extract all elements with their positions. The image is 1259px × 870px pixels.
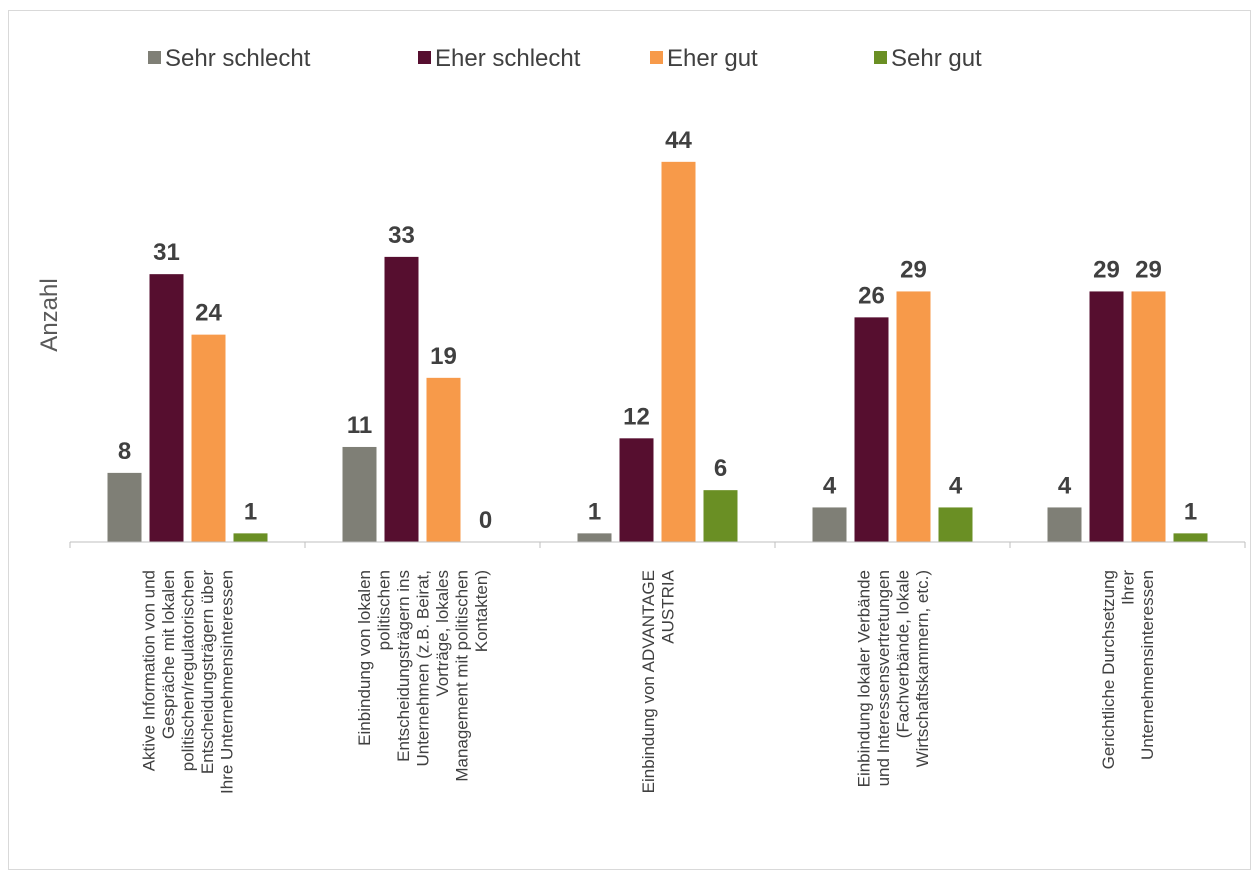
data-label: 44 <box>665 127 692 154</box>
bar <box>191 334 226 542</box>
legend-swatch <box>874 51 887 64</box>
data-label: 4 <box>949 472 963 499</box>
data-label: 4 <box>1058 472 1072 499</box>
y-axis-label: Anzahl <box>36 278 63 351</box>
data-label: 6 <box>714 455 727 482</box>
bar <box>703 490 738 542</box>
category-label-line: Gespräche mit lokalen <box>159 570 178 739</box>
category-label-line: AUSTRIA <box>658 569 677 643</box>
data-label: 11 <box>347 412 372 439</box>
data-label: 4 <box>823 472 837 499</box>
data-label: 1 <box>244 498 257 525</box>
bar <box>1047 507 1082 542</box>
category-label-line: Unternehmen (z.B. Beirat, <box>414 570 433 767</box>
data-label: 29 <box>900 256 927 283</box>
category-label-line: Einbindung von ADVANTAGE <box>639 570 658 793</box>
legend-label: Eher gut <box>667 45 758 72</box>
data-label: 8 <box>118 438 131 465</box>
category-label: Aktive Information von undGespräche mit … <box>140 570 237 794</box>
category-label-line: Ihrer <box>1119 570 1138 605</box>
legend-swatch <box>148 51 161 64</box>
data-label: 31 <box>153 239 180 266</box>
category-label-line: politischen/regulatorischen <box>179 570 198 771</box>
legend-swatch <box>418 51 431 64</box>
category-label-line: Entscheidungsträgern über <box>198 570 217 774</box>
data-label: 0 <box>479 507 492 534</box>
legend-label: Sehr schlecht <box>165 45 311 72</box>
data-label: 33 <box>388 222 415 249</box>
data-label: 24 <box>195 300 222 327</box>
bar <box>812 507 847 542</box>
category-label-text: Einbindung von lokalenpolitischenEntsche… <box>355 570 491 782</box>
data-label: 1 <box>1184 498 1197 525</box>
category-label-line: politischen <box>375 570 394 650</box>
category-label: Einbindung lokaler Verbändeund Interesse… <box>854 570 932 787</box>
category-label-line: Ihre Unternehmensinteressen <box>218 570 237 794</box>
data-label: 12 <box>623 403 650 430</box>
bar <box>107 472 142 542</box>
bar <box>1089 291 1124 542</box>
bar <box>342 446 377 542</box>
category-label: Gerichtliche DurchsetzungIhrerUnternehme… <box>1099 570 1157 770</box>
bar <box>938 507 973 542</box>
bar <box>619 438 654 542</box>
legend-label: Eher schlecht <box>435 45 581 72</box>
legend-swatch <box>650 51 663 64</box>
bar <box>233 533 268 542</box>
bar <box>149 274 184 542</box>
data-label: 29 <box>1093 256 1120 283</box>
category-label-text: Einbindung von ADVANTAGEAUSTRIA <box>639 569 678 793</box>
data-label: 1 <box>588 498 601 525</box>
category-label-line: Einbindung lokaler Verbände <box>854 570 873 787</box>
data-label: 26 <box>858 282 885 309</box>
bar <box>854 317 889 542</box>
category-label: Einbindung von lokalenpolitischenEntsche… <box>355 570 491 782</box>
category-labels: Aktive Information von undGespräche mit … <box>140 569 1158 794</box>
legend-label: Sehr gut <box>891 45 982 72</box>
bars <box>107 161 1208 542</box>
category-label-text: Einbindung lokaler Verbändeund Interesse… <box>854 570 932 787</box>
category-label-line: (Fachverbände, lokale <box>893 570 912 738</box>
data-label: 29 <box>1135 256 1162 283</box>
category-label: Einbindung von ADVANTAGEAUSTRIA <box>639 569 678 793</box>
category-label-line: Management mit politischen <box>453 570 472 782</box>
category-label-line: Kontakten) <box>472 570 491 652</box>
category-label-line: Gerichtliche Durchsetzung <box>1099 570 1118 769</box>
category-label-line: Aktive Information von und <box>140 570 159 771</box>
category-label-text: Aktive Information von undGespräche mit … <box>140 570 237 794</box>
bar <box>1131 291 1166 542</box>
x-axis <box>69 541 1246 548</box>
category-label-line: Vorträge, lokales <box>433 570 452 697</box>
category-label-line: und Interessensvertretungen <box>874 570 893 786</box>
category-label-line: Unternehmensinteressen <box>1138 570 1157 760</box>
bar <box>426 377 461 542</box>
bar <box>384 256 419 542</box>
category-label-line: Wirtschaftskammern, etc.) <box>913 570 932 767</box>
bar <box>577 533 612 542</box>
data-label: 19 <box>430 343 457 370</box>
bar <box>661 161 696 542</box>
bar <box>1173 533 1208 542</box>
legend: Sehr schlecht Eher schlecht Eher gut Sehr g… <box>148 45 982 72</box>
category-label-line: Einbindung von lokalen <box>355 570 374 746</box>
bar <box>896 291 931 542</box>
category-label-line: Entscheidungsträgern ins <box>394 570 413 762</box>
category-label-text: Gerichtliche DurchsetzungIhrerUnternehme… <box>1099 570 1157 770</box>
